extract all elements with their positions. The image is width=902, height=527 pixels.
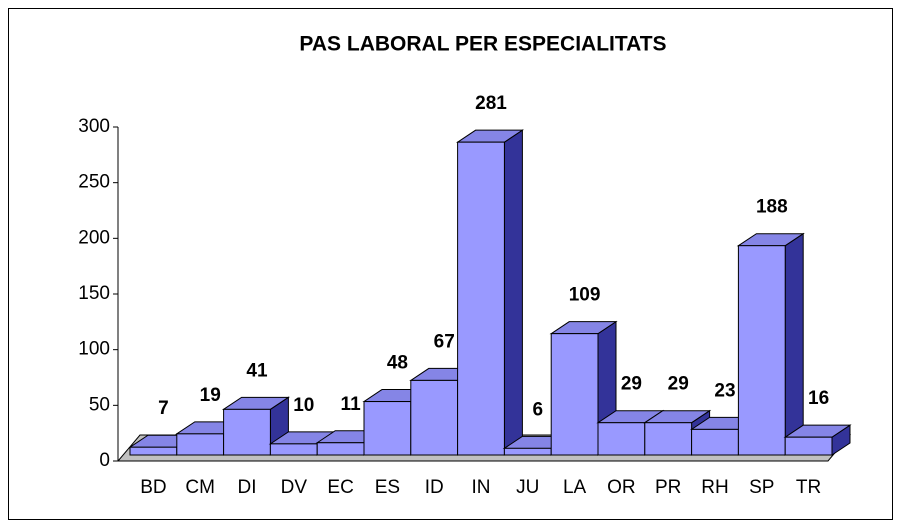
value-label: 6	[533, 399, 544, 420]
bar	[644, 422, 693, 456]
x-tick-label: ID	[425, 477, 444, 498]
bar	[223, 408, 271, 456]
bar	[176, 433, 225, 456]
bar	[503, 447, 552, 456]
bar	[457, 141, 505, 456]
bar	[550, 333, 599, 456]
chart-title: PAS LABORAL PER ESPECIALITATS	[299, 33, 666, 56]
bar	[129, 446, 178, 456]
x-tick-label: SP	[749, 477, 774, 498]
value-label: 48	[387, 353, 408, 374]
value-label: 11	[341, 394, 362, 415]
bar	[784, 436, 833, 456]
value-label: 19	[200, 385, 221, 406]
value-label: 188	[756, 197, 788, 218]
x-tick-label: PR	[655, 477, 681, 498]
x-tick-label: EC	[327, 477, 353, 498]
bar-side	[784, 232, 804, 456]
y-tick-label: 100	[78, 339, 110, 360]
x-tick-label: DI	[238, 477, 257, 498]
x-tick-label: OR	[607, 477, 636, 498]
y-tick-label: 300	[78, 116, 110, 137]
y-tick-label: 200	[78, 227, 110, 248]
bar	[737, 245, 786, 456]
y-tick-label: 0	[99, 450, 110, 471]
bar	[410, 379, 459, 456]
bar	[597, 422, 646, 456]
value-label: 281	[475, 93, 507, 114]
value-label: 16	[808, 388, 829, 409]
value-label: 67	[434, 331, 455, 352]
bar	[363, 401, 412, 456]
x-tick-label: JU	[516, 477, 539, 498]
value-label: 29	[668, 374, 689, 395]
x-tick-label: LA	[563, 477, 587, 498]
x-tick-label: RH	[701, 477, 728, 498]
x-tick-label: TR	[796, 477, 821, 498]
x-tick-label: BD	[140, 477, 166, 498]
x-tick-label: CM	[185, 477, 215, 498]
bar	[316, 442, 365, 456]
value-label: 29	[621, 374, 642, 395]
y-tick-label: 50	[89, 394, 110, 415]
value-label: 109	[569, 285, 601, 306]
x-tick-label: DV	[281, 477, 308, 498]
y-tick-label: 150	[78, 283, 110, 304]
x-tick-label: ES	[375, 477, 400, 498]
value-label: 23	[714, 380, 735, 401]
value-label: 10	[293, 395, 314, 416]
y-tick-label: 250	[78, 172, 110, 193]
bar	[269, 443, 318, 456]
bar	[691, 428, 739, 456]
value-label: 7	[158, 398, 169, 419]
bar-side	[503, 129, 523, 456]
x-tick-label: IN	[472, 477, 491, 498]
value-label: 41	[246, 360, 268, 381]
